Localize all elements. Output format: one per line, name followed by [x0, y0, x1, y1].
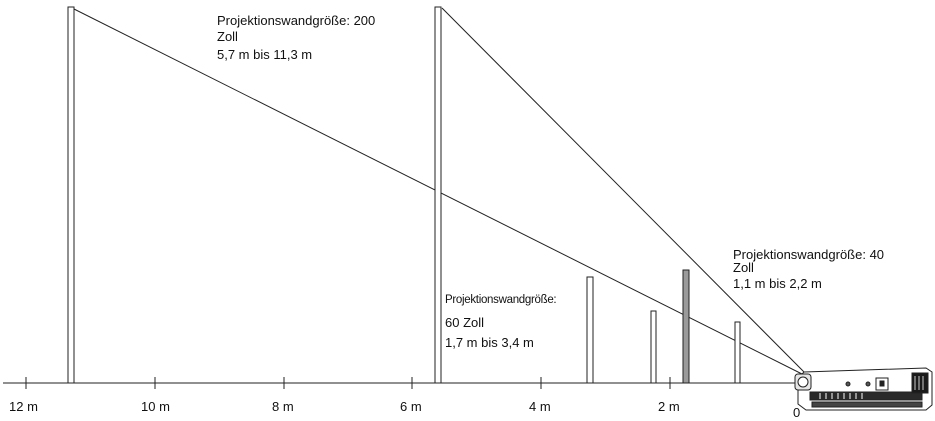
screen-60-near [682, 269, 690, 384]
annotation-200-range: 5,7 m bis 11,3 m [217, 47, 313, 62]
annotation-40-title: Projektionswandgröße: 40 [733, 247, 885, 262]
screen-40-near [734, 321, 741, 384]
annotation-60-title: Projektionswandgröße: [445, 294, 557, 306]
annotation-size-40: Projektionswandgröße: 40 Zoll 1,1 m bis … [733, 247, 884, 292]
annotation-60-range: 1,7 m bis 3,4 m [445, 335, 534, 350]
tick-label-4m: 4 m [529, 399, 551, 414]
tick-label-8m: 8 m [272, 399, 294, 414]
annotation-40-range: 1,1 m bis 2,2 m [733, 276, 822, 291]
projector-icon [794, 367, 933, 411]
origin-label: 0 [793, 405, 801, 420]
annotation-size-60: Projektionswandgröße: 60 Zoll 1,7 m bis … [445, 292, 557, 351]
annotation-60-unit: 60 Zoll [445, 315, 485, 330]
screen-40-far [650, 310, 657, 384]
ray-200-near [441, 7, 811, 379]
annotation-200-unit: Zoll [217, 29, 238, 44]
tick-label-10m: 10 m [141, 399, 170, 414]
annotation-40-unit: Zoll [733, 260, 754, 275]
annotation-size-200: Projektionswandgröße: 200 Zoll 5,7 m bis… [217, 13, 375, 63]
distance-ticks [25, 377, 671, 389]
screen-200-near [434, 6, 442, 384]
tick-label-2m: 2 m [658, 399, 680, 414]
tick-label-6m: 6 m [400, 399, 422, 414]
annotation-200-title: Projektionswandgröße: 200 [217, 13, 376, 28]
tick-label-12m: 12 m [9, 399, 38, 414]
screen-60-far [586, 276, 594, 384]
screen-200-far [67, 6, 75, 384]
